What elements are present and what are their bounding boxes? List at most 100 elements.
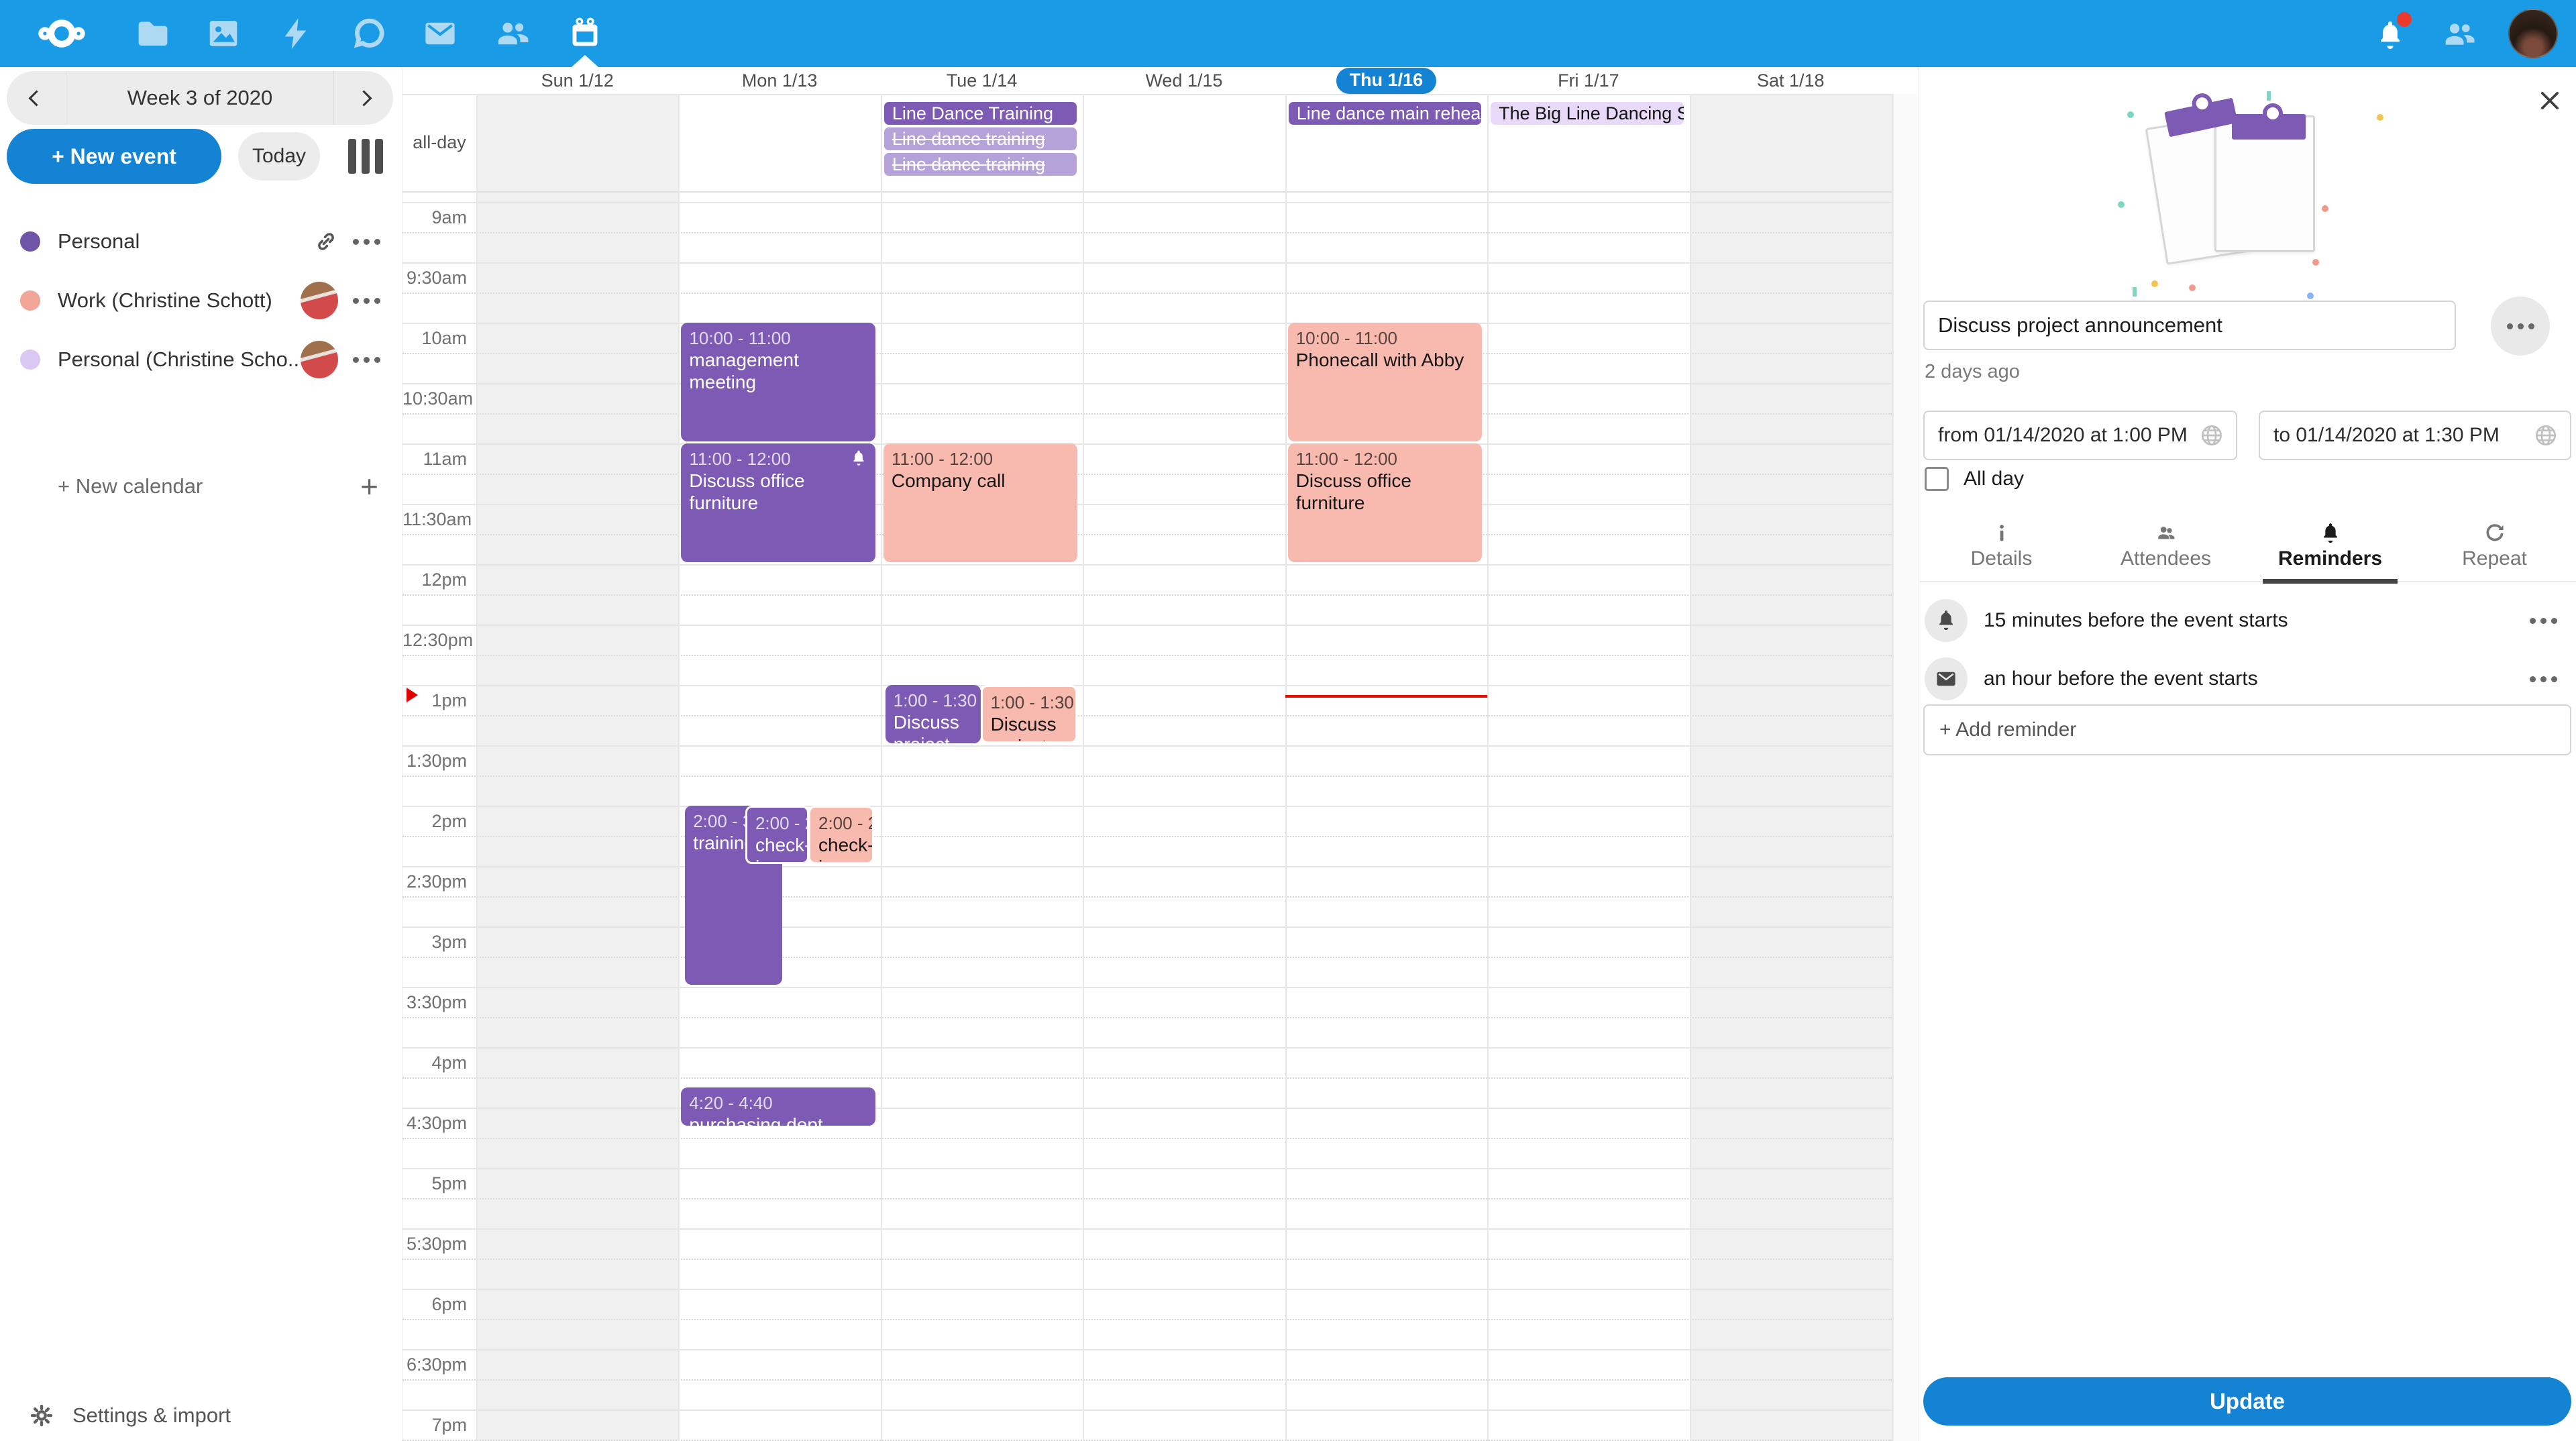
files-icon (135, 15, 171, 52)
timezone-globe-icon[interactable] (2532, 422, 2559, 449)
notifications-button[interactable] (2358, 0, 2422, 67)
confetti-dot (2377, 114, 2383, 121)
event-title-input[interactable] (1923, 301, 2456, 350)
previous-week-button[interactable] (7, 71, 66, 125)
time-axis-label: 5pm (431, 1173, 467, 1193)
new-calendar-button[interactable]: + New calendar + (0, 460, 402, 513)
event-title: check-in (818, 835, 874, 862)
app-mail-icon[interactable] (408, 0, 472, 67)
app-photos-icon[interactable] (191, 0, 256, 67)
today-pill[interactable]: Thu 1/16 (1336, 67, 1437, 94)
time-axis-label: 4pm (431, 1053, 467, 1073)
calendar-actions-icon[interactable] (350, 356, 382, 363)
share-link-icon[interactable] (314, 229, 338, 254)
calendar-event[interactable]: 11:00 - 12:00 Company call (883, 443, 1078, 562)
calendar-list-item[interactable]: Personal (0, 213, 402, 270)
hour-gridline (402, 685, 1892, 686)
confetti-dot (2267, 91, 2271, 101)
app-contacts-icon[interactable] (480, 0, 545, 67)
checkbox-box[interactable] (1925, 467, 1949, 491)
calendar-color-dot (20, 290, 40, 311)
calendar-event[interactable]: 2:00 - 2:30check-in (808, 806, 875, 864)
quarter-gridline (402, 836, 1892, 837)
app-calendar-icon[interactable] (553, 0, 617, 67)
quarter-gridline (402, 1440, 1892, 1441)
reminder-actions-icon[interactable] (2527, 617, 2559, 624)
user-menu-button[interactable] (2501, 0, 2565, 67)
all-day-event[interactable]: Line Dance Training (883, 102, 1077, 125)
contacts-menu-icon (2442, 16, 2477, 51)
calendar-actions-icon[interactable] (350, 238, 382, 245)
tab-details[interactable]: Details (1919, 515, 2084, 582)
calendar-event[interactable]: 11:00 - 12:00 Discuss office furniture (1287, 443, 1483, 562)
reminder-text: an hour before the event starts (1984, 668, 2258, 690)
calendar-event[interactable]: 10:00 - 11:00 Phonecall with Abby (1287, 323, 1483, 441)
all-day-event[interactable]: The Big Line Dancing Show (1491, 102, 1684, 125)
all-day-event[interactable]: Line dance training (883, 127, 1077, 150)
next-week-button[interactable] (334, 71, 393, 125)
owner-avatar (301, 282, 338, 319)
calendar-icon (567, 15, 603, 52)
calendar-event[interactable]: 2:00 - 2:30check-in (745, 806, 810, 864)
add-reminder-button[interactable]: + Add reminder (1923, 704, 2571, 755)
day-header: Thu 1/16 (1285, 67, 1487, 94)
calendar-list-item[interactable]: Personal (Christine Scho... (0, 331, 402, 388)
start-datetime-field[interactable]: from 01/14/2020 at 1:00 PM (1923, 411, 2237, 460)
tab-repeat[interactable]: Repeat (2412, 515, 2576, 582)
hour-gridline (402, 1349, 1892, 1350)
calendar-actions-icon[interactable] (350, 297, 382, 304)
quarter-gridline (402, 1379, 1892, 1381)
tab-reminders[interactable]: Reminders (2248, 515, 2412, 584)
today-button[interactable]: Today (238, 132, 320, 180)
tab-attendees[interactable]: Attendees (2084, 515, 2248, 582)
all-day-event[interactable]: Line dance main rehearsal (1288, 102, 1482, 125)
end-datetime-value: to 01/14/2020 at 1:30 PM (2273, 424, 2500, 446)
timezone-globe-icon[interactable] (2198, 422, 2225, 449)
new-event-button[interactable]: + New event (7, 129, 221, 184)
quarter-gridline (402, 957, 1892, 958)
end-datetime-field[interactable]: to 01/14/2020 at 1:30 PM (2259, 411, 2571, 460)
tab-label: Reminders (2277, 547, 2383, 570)
day-header-label: Tue 1/14 (946, 70, 1018, 91)
calendar-event[interactable]: 11:00 - 12:00 Discuss office furniture (681, 443, 875, 562)
time-axis-label: 2:30pm (406, 871, 467, 892)
week-label: Week 3 of 2020 (127, 86, 273, 109)
calendar-scrollbar[interactable] (1893, 94, 1917, 1441)
all-day-event[interactable]: Line dance training (883, 153, 1077, 176)
time-axis-label: 9am (431, 207, 467, 227)
update-button[interactable]: Update (1923, 1377, 2571, 1426)
app-talk-icon[interactable] (337, 0, 402, 67)
nextcloud-logo[interactable] (30, 0, 94, 67)
calendar-event[interactable]: 10:00 - 11:00 management meeting (681, 323, 875, 441)
day-header-label: Fri 1/17 (1558, 70, 1619, 91)
event-time-label: 1:00 - 1:30 (893, 690, 977, 710)
hour-gridline (402, 1409, 1892, 1411)
week-view-toggle-icon[interactable] (346, 138, 385, 175)
week-navigation: Week 3 of 2020 (7, 71, 393, 125)
settings-import-button[interactable]: Settings & import (0, 1390, 402, 1441)
close-icon[interactable] (2535, 86, 2565, 115)
clipboard-clip (2232, 103, 2306, 140)
day-column-divider (1083, 94, 1085, 1441)
hour-gridline (402, 1289, 1892, 1290)
app-activity-icon[interactable] (264, 0, 328, 67)
app-files-icon[interactable] (121, 0, 185, 67)
event-time-label: 11:00 - 12:00 (891, 449, 994, 469)
hour-gridline (402, 987, 1892, 988)
day-column-divider (476, 94, 478, 1441)
calendar-list-item[interactable]: Work (Christine Schott) (0, 272, 402, 329)
day-column-divider (678, 94, 680, 1441)
event-actions-menu-button[interactable] (2491, 297, 2550, 356)
all-day-checkbox[interactable]: All day (1925, 467, 2024, 491)
divider (333, 71, 334, 125)
event-time-label: 10:00 - 11:00 (1295, 328, 1398, 348)
hour-gridline (402, 1047, 1892, 1049)
quarter-gridline (402, 353, 1892, 354)
reminder-actions-icon[interactable] (2527, 676, 2559, 682)
confetti-dot (2322, 205, 2328, 212)
contacts-menu-button[interactable] (2427, 0, 2491, 67)
quarter-gridline (402, 776, 1892, 777)
calendar-event[interactable]: 4:20 - 4:40 purchasing dept (681, 1087, 875, 1126)
